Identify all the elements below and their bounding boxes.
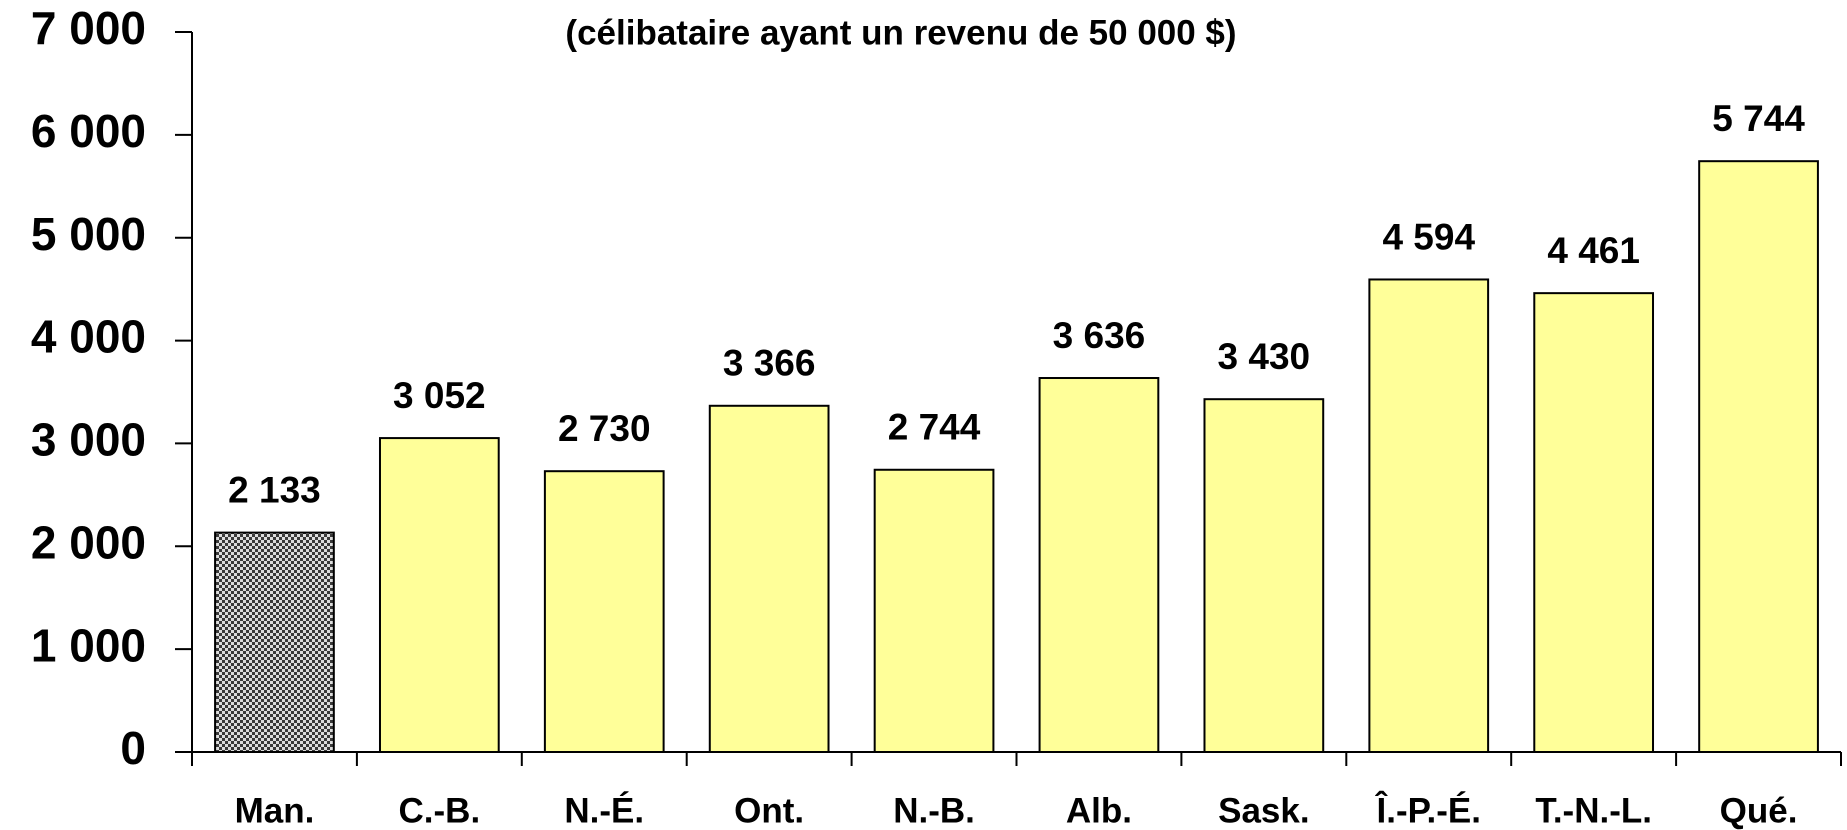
bar xyxy=(214,531,335,753)
x-tick-label: Î.-P.-É. xyxy=(1375,790,1481,830)
x-tick-label: Man. xyxy=(235,791,315,830)
value-label: 4 461 xyxy=(1547,230,1640,271)
x-tick-label: T.-N.-L. xyxy=(1535,791,1652,830)
bar xyxy=(543,470,665,753)
bar xyxy=(378,437,500,753)
value-label: 2 744 xyxy=(888,407,981,448)
value-label: 3 636 xyxy=(1053,315,1146,356)
y-tick-label: 3 000 xyxy=(31,414,146,466)
value-label: 2 730 xyxy=(558,408,651,449)
y-tick-label: 6 000 xyxy=(31,105,146,157)
y-tick-label: 2 000 xyxy=(31,516,146,568)
bar xyxy=(1038,377,1160,753)
y-tick-label: 0 xyxy=(120,722,146,774)
x-tick-label: N.-B. xyxy=(893,791,975,830)
y-tick-label: 5 000 xyxy=(31,208,146,260)
y-tick-label: 7 000 xyxy=(31,2,146,54)
bar xyxy=(708,404,830,753)
value-label: 4 594 xyxy=(1382,216,1475,257)
x-tick-label: Qué. xyxy=(1720,791,1798,830)
value-label: 3 430 xyxy=(1218,336,1311,377)
x-tick-label: C.-B. xyxy=(399,791,481,830)
bar xyxy=(873,468,995,753)
x-tick-label: N.-É. xyxy=(564,790,644,830)
bar xyxy=(1368,278,1490,753)
value-label: 5 744 xyxy=(1712,98,1805,139)
value-label: 3 052 xyxy=(393,375,486,416)
chart-title: (célibataire ayant un revenu de 50 000 $… xyxy=(565,13,1236,52)
y-tick-label: 1 000 xyxy=(31,619,146,671)
x-tick-label: Ont. xyxy=(734,791,804,830)
bar xyxy=(1533,292,1655,753)
y-tick-label: 4 000 xyxy=(31,311,146,363)
x-tick-label: Sask. xyxy=(1218,791,1309,830)
bar xyxy=(1698,160,1819,753)
value-label: 3 366 xyxy=(723,343,816,384)
x-tick-label: Alb. xyxy=(1066,791,1132,830)
value-label: 2 133 xyxy=(228,469,321,510)
bar xyxy=(1203,398,1325,753)
